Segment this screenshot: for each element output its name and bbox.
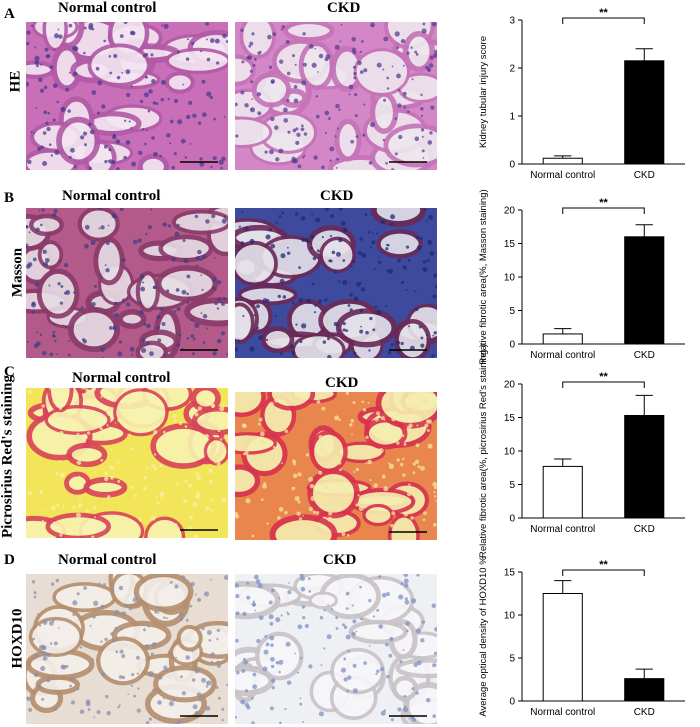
bar-chart: Relative fibrotic area(%, picrosirius Re… <box>478 344 685 558</box>
x-tick-label: CKD <box>634 524 655 535</box>
micrograph-picrosirius-ckd <box>235 392 437 540</box>
panel-letter-a: A <box>4 6 15 22</box>
y-tick-label: 5 <box>509 306 515 317</box>
micrograph-texture <box>26 574 228 724</box>
bar-ckd <box>624 60 665 165</box>
chart-tubular-injury: Kidney tubular injury score 0 1 2 3 Normal co… <box>470 7 695 188</box>
micrograph-he-normal <box>26 22 228 170</box>
row-label-hoxd10: HOXD10 <box>9 608 26 669</box>
panel-letter-d: D <box>4 552 15 568</box>
micrograph-texture <box>235 208 437 358</box>
y-tick-label: 0 <box>509 514 515 525</box>
y-axis-label: Relative fibrotic area(%, Masson stainin… <box>478 189 489 364</box>
significance-bracket <box>562 207 645 214</box>
y-tick-label: 15 <box>504 239 516 250</box>
bar-ckd <box>624 678 665 702</box>
micrograph-he-ckd <box>235 22 437 170</box>
y-tick-label: 5 <box>509 480 515 491</box>
title-ckd-c: CKD <box>325 375 359 391</box>
chart-hoxd10-optical-density: Average optical density of HOXD10 % 0 5 10 1… <box>470 556 695 725</box>
row-label-he: HE <box>7 70 24 93</box>
panel-letter-c: C <box>4 364 15 380</box>
panel-letter-b: B <box>4 190 15 206</box>
micrograph-texture <box>235 392 437 540</box>
significance-bracket <box>562 569 645 576</box>
significance-bracket <box>562 17 645 24</box>
chart-masson-fibrotic-area: Relative fibrotic area(%, Masson stainin… <box>470 189 695 368</box>
bar-ckd <box>624 414 665 519</box>
micrograph-texture <box>26 22 228 170</box>
micrograph-hoxd10-normal <box>26 574 228 724</box>
y-tick-label: 0 <box>509 340 515 351</box>
y-tick-label: 3 <box>509 16 515 27</box>
bar-chart: Average optical density of HOXD10 % 0 5 10 1… <box>478 556 685 718</box>
y-tick-label: 10 <box>504 273 516 284</box>
bar-normal-control <box>542 157 583 165</box>
micrograph-texture <box>26 208 228 358</box>
title-normal-control-b: Normal control <box>62 188 161 204</box>
y-tick-label: 20 <box>504 380 516 391</box>
significance-bracket <box>562 381 645 388</box>
y-tick-label: 20 <box>504 206 516 217</box>
title-normal-control-d: Normal control <box>58 552 157 568</box>
micrograph-texture <box>235 574 437 724</box>
x-tick-label: Normal control <box>530 707 595 718</box>
significance-label: ** <box>599 7 608 19</box>
micrograph-masson-ckd <box>235 208 437 358</box>
y-tick-label: 10 <box>504 447 516 458</box>
significance-label: ** <box>599 559 608 571</box>
title-ckd-a: CKD <box>327 0 361 16</box>
y-axis-label: Kidney tubular injury score <box>478 36 489 148</box>
y-tick-label: 15 <box>504 568 516 579</box>
row-label-picrosirius: Picrosirius Red's staining <box>0 374 16 539</box>
title-ckd-d: CKD <box>323 552 357 568</box>
bar-chart: Relative fibrotic area(%, Masson stainin… <box>478 189 685 365</box>
x-tick-label: CKD <box>634 707 655 718</box>
y-tick-label: 15 <box>504 413 516 424</box>
micrograph-picrosirius-normal <box>26 388 228 538</box>
y-axis-label: Average optical density of HOXD10 % <box>478 556 489 717</box>
chart-picrosirius-fibrotic-area: Relative fibrotic area(%, picrosirius Re… <box>470 344 695 558</box>
x-tick-label: Normal control <box>530 524 595 535</box>
title-ckd-b: CKD <box>320 188 354 204</box>
row-label-masson: Masson <box>9 247 26 298</box>
x-tick-label: Normal control <box>530 350 595 361</box>
y-tick-label: 1 <box>509 112 515 123</box>
micrograph-hoxd10-ckd <box>235 574 437 724</box>
y-tick-label: 10 <box>504 611 516 622</box>
x-tick-label: Normal control <box>530 170 595 181</box>
micrograph-texture <box>235 22 437 170</box>
y-tick-label: 0 <box>509 160 515 171</box>
y-tick-label: 2 <box>509 64 515 75</box>
y-tick-label: 0 <box>509 697 515 708</box>
significance-label: ** <box>599 371 608 383</box>
significance-label: ** <box>599 197 608 209</box>
title-normal-control-c: Normal control <box>72 370 171 386</box>
x-tick-label: CKD <box>634 350 655 361</box>
micrograph-texture <box>26 388 228 538</box>
micrograph-masson-normal <box>26 208 228 358</box>
bar-normal-control <box>542 465 583 519</box>
bar-normal-control <box>542 593 583 702</box>
bar-normal-control <box>542 333 583 345</box>
y-tick-label: 5 <box>509 654 515 665</box>
bar-chart: Kidney tubular injury score 0 1 2 3 Normal co… <box>478 7 685 181</box>
x-tick-label: CKD <box>634 170 655 181</box>
title-normal-control-a: Normal control <box>58 0 157 16</box>
y-axis-label: Relative fibrotic area(%, picrosirius Re… <box>478 344 489 558</box>
bar-ckd <box>624 236 665 345</box>
